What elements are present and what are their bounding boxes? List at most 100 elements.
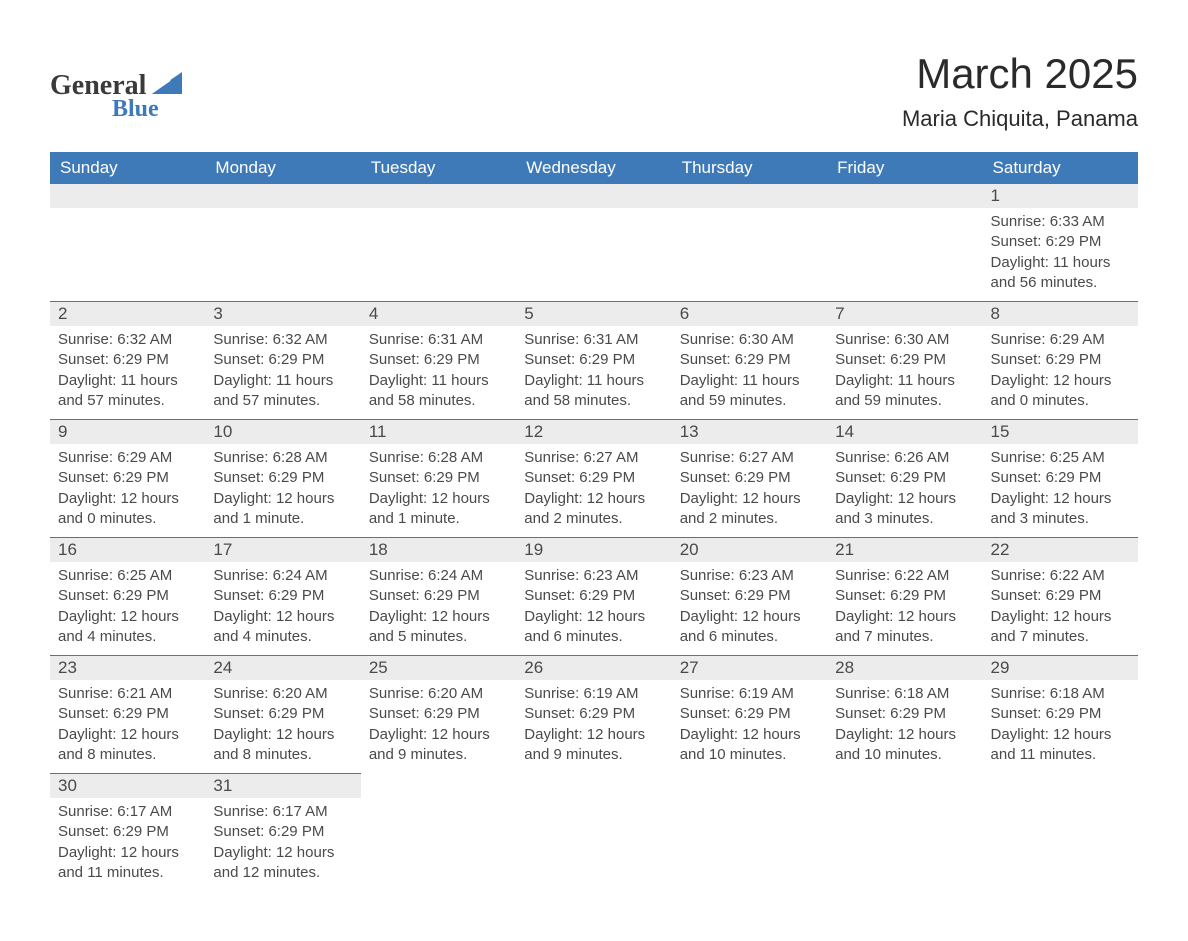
calendar-cell	[983, 773, 1138, 891]
location-subtitle: Maria Chiquita, Panama	[902, 106, 1138, 132]
calendar-cell: 19Sunrise: 6:23 AMSunset: 6:29 PMDayligh…	[516, 537, 671, 655]
day-details: Sunrise: 6:18 AMSunset: 6:29 PMDaylight:…	[827, 680, 982, 773]
day-details: Sunrise: 6:23 AMSunset: 6:29 PMDaylight:…	[672, 562, 827, 655]
day-details: Sunrise: 6:24 AMSunset: 6:29 PMDaylight:…	[361, 562, 516, 655]
calendar-cell: 30Sunrise: 6:17 AMSunset: 6:29 PMDayligh…	[50, 773, 205, 891]
day-number: 29	[983, 655, 1138, 680]
day-details: Sunrise: 6:33 AMSunset: 6:29 PMDaylight:…	[983, 208, 1138, 301]
day-number: 19	[516, 537, 671, 562]
day-number: 11	[361, 419, 516, 444]
calendar-cell: 6Sunrise: 6:30 AMSunset: 6:29 PMDaylight…	[672, 301, 827, 419]
day-number: 27	[672, 655, 827, 680]
day-number: 3	[205, 301, 360, 326]
day-details: Sunrise: 6:18 AMSunset: 6:29 PMDaylight:…	[983, 680, 1138, 773]
day-details	[672, 208, 827, 288]
day-details: Sunrise: 6:17 AMSunset: 6:29 PMDaylight:…	[50, 798, 205, 891]
calendar-cell	[827, 184, 982, 301]
day-number: 12	[516, 419, 671, 444]
calendar-week-row: 16Sunrise: 6:25 AMSunset: 6:29 PMDayligh…	[50, 537, 1138, 655]
brand-logo: General Blue	[50, 70, 182, 123]
calendar-cell	[361, 773, 516, 891]
calendar-cell: 4Sunrise: 6:31 AMSunset: 6:29 PMDaylight…	[361, 301, 516, 419]
weekday-header: Sunday	[50, 152, 205, 184]
day-details	[516, 208, 671, 288]
day-number: 4	[361, 301, 516, 326]
day-details: Sunrise: 6:23 AMSunset: 6:29 PMDaylight:…	[516, 562, 671, 655]
calendar-cell: 16Sunrise: 6:25 AMSunset: 6:29 PMDayligh…	[50, 537, 205, 655]
day-details	[361, 208, 516, 288]
calendar-cell: 7Sunrise: 6:30 AMSunset: 6:29 PMDaylight…	[827, 301, 982, 419]
day-details: Sunrise: 6:31 AMSunset: 6:29 PMDaylight:…	[516, 326, 671, 419]
weekday-header: Monday	[205, 152, 360, 184]
calendar-cell	[516, 184, 671, 301]
calendar-cell: 31Sunrise: 6:17 AMSunset: 6:29 PMDayligh…	[205, 773, 360, 891]
calendar-cell: 2Sunrise: 6:32 AMSunset: 6:29 PMDaylight…	[50, 301, 205, 419]
day-number	[827, 184, 982, 208]
day-number: 9	[50, 419, 205, 444]
day-number: 1	[983, 184, 1138, 208]
day-number: 20	[672, 537, 827, 562]
calendar-cell: 8Sunrise: 6:29 AMSunset: 6:29 PMDaylight…	[983, 301, 1138, 419]
calendar-cell	[516, 773, 671, 891]
calendar-cell	[205, 184, 360, 301]
calendar-cell: 12Sunrise: 6:27 AMSunset: 6:29 PMDayligh…	[516, 419, 671, 537]
calendar-cell: 23Sunrise: 6:21 AMSunset: 6:29 PMDayligh…	[50, 655, 205, 773]
day-details: Sunrise: 6:27 AMSunset: 6:29 PMDaylight:…	[672, 444, 827, 537]
calendar-cell: 29Sunrise: 6:18 AMSunset: 6:29 PMDayligh…	[983, 655, 1138, 773]
day-details: Sunrise: 6:20 AMSunset: 6:29 PMDaylight:…	[205, 680, 360, 773]
day-number: 24	[205, 655, 360, 680]
day-number: 26	[516, 655, 671, 680]
calendar-cell	[672, 184, 827, 301]
day-number	[361, 184, 516, 208]
day-number: 8	[983, 301, 1138, 326]
calendar-cell: 24Sunrise: 6:20 AMSunset: 6:29 PMDayligh…	[205, 655, 360, 773]
day-number: 16	[50, 537, 205, 562]
day-number: 28	[827, 655, 982, 680]
day-number: 15	[983, 419, 1138, 444]
calendar-cell: 15Sunrise: 6:25 AMSunset: 6:29 PMDayligh…	[983, 419, 1138, 537]
day-details: Sunrise: 6:28 AMSunset: 6:29 PMDaylight:…	[361, 444, 516, 537]
day-details: Sunrise: 6:17 AMSunset: 6:29 PMDaylight:…	[205, 798, 360, 891]
day-details: Sunrise: 6:25 AMSunset: 6:29 PMDaylight:…	[983, 444, 1138, 537]
month-title: March 2025	[902, 50, 1138, 98]
day-details: Sunrise: 6:32 AMSunset: 6:29 PMDaylight:…	[205, 326, 360, 419]
calendar-cell: 1Sunrise: 6:33 AMSunset: 6:29 PMDaylight…	[983, 184, 1138, 301]
day-details: Sunrise: 6:22 AMSunset: 6:29 PMDaylight:…	[983, 562, 1138, 655]
calendar-cell	[50, 184, 205, 301]
calendar-cell: 20Sunrise: 6:23 AMSunset: 6:29 PMDayligh…	[672, 537, 827, 655]
day-number: 31	[205, 773, 360, 798]
day-details	[827, 208, 982, 288]
calendar-cell: 21Sunrise: 6:22 AMSunset: 6:29 PMDayligh…	[827, 537, 982, 655]
day-number: 21	[827, 537, 982, 562]
day-number: 14	[827, 419, 982, 444]
day-number: 18	[361, 537, 516, 562]
day-details: Sunrise: 6:29 AMSunset: 6:29 PMDaylight:…	[983, 326, 1138, 419]
day-number: 7	[827, 301, 982, 326]
calendar-cell	[361, 184, 516, 301]
title-block: March 2025 Maria Chiquita, Panama	[902, 50, 1138, 132]
day-number: 25	[361, 655, 516, 680]
day-details: Sunrise: 6:24 AMSunset: 6:29 PMDaylight:…	[205, 562, 360, 655]
day-number: 6	[672, 301, 827, 326]
day-details	[50, 208, 205, 288]
day-details: Sunrise: 6:21 AMSunset: 6:29 PMDaylight:…	[50, 680, 205, 773]
calendar-cell: 22Sunrise: 6:22 AMSunset: 6:29 PMDayligh…	[983, 537, 1138, 655]
day-number: 17	[205, 537, 360, 562]
calendar-grid: SundayMondayTuesdayWednesdayThursdayFrid…	[50, 152, 1138, 891]
calendar-cell: 18Sunrise: 6:24 AMSunset: 6:29 PMDayligh…	[361, 537, 516, 655]
day-number	[205, 184, 360, 208]
calendar-cell: 26Sunrise: 6:19 AMSunset: 6:29 PMDayligh…	[516, 655, 671, 773]
day-details: Sunrise: 6:20 AMSunset: 6:29 PMDaylight:…	[361, 680, 516, 773]
logo-triangle-icon	[150, 72, 182, 99]
day-details: Sunrise: 6:31 AMSunset: 6:29 PMDaylight:…	[361, 326, 516, 419]
calendar-cell: 27Sunrise: 6:19 AMSunset: 6:29 PMDayligh…	[672, 655, 827, 773]
day-details	[205, 208, 360, 288]
weekday-header: Saturday	[983, 152, 1138, 184]
day-details: Sunrise: 6:28 AMSunset: 6:29 PMDaylight:…	[205, 444, 360, 537]
calendar-cell: 17Sunrise: 6:24 AMSunset: 6:29 PMDayligh…	[205, 537, 360, 655]
day-number: 22	[983, 537, 1138, 562]
day-number: 10	[205, 419, 360, 444]
calendar-cell: 3Sunrise: 6:32 AMSunset: 6:29 PMDaylight…	[205, 301, 360, 419]
day-number	[516, 184, 671, 208]
calendar-cell: 28Sunrise: 6:18 AMSunset: 6:29 PMDayligh…	[827, 655, 982, 773]
